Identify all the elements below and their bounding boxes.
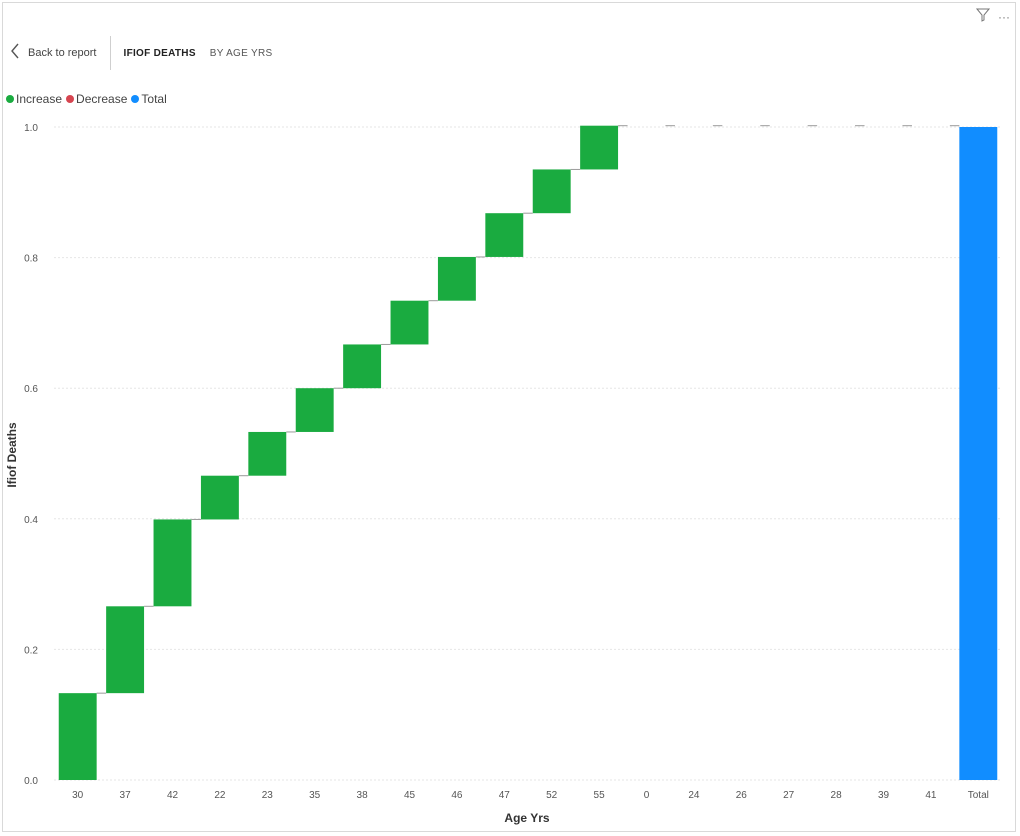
x-tick-label: 38 bbox=[357, 790, 369, 801]
bars bbox=[58, 125, 998, 780]
bar-22[interactable] bbox=[200, 475, 239, 520]
x-tick-label: 42 bbox=[167, 790, 179, 801]
y-tick-label: 1.0 bbox=[24, 123, 38, 134]
x-tick-label: 26 bbox=[736, 790, 748, 801]
x-tick-label: 46 bbox=[451, 790, 463, 801]
chevron-left-icon bbox=[10, 43, 20, 64]
x-tick-label: 23 bbox=[262, 790, 274, 801]
connectors bbox=[96, 125, 960, 694]
x-tick-label: 45 bbox=[404, 790, 416, 801]
x-tick-label: 0 bbox=[644, 790, 650, 801]
legend-marker-total bbox=[131, 95, 140, 103]
bar-46[interactable] bbox=[437, 256, 476, 301]
drill-title: IFIOF DEATHS bbox=[123, 47, 196, 59]
y-tick-label: 0.8 bbox=[24, 254, 38, 265]
legend-label-increase: Increase bbox=[16, 92, 63, 106]
chart-legend: Increase Decrease Total bbox=[6, 92, 171, 106]
bar-45[interactable] bbox=[390, 300, 429, 345]
bar-23[interactable] bbox=[248, 431, 287, 476]
x-tick-label: 27 bbox=[783, 790, 795, 801]
bar-total[interactable] bbox=[959, 127, 998, 780]
bar-55[interactable] bbox=[580, 125, 619, 170]
bar-47[interactable] bbox=[485, 213, 524, 257]
y-tick-label: 0.4 bbox=[24, 515, 38, 526]
x-tick-label: 47 bbox=[499, 790, 511, 801]
bar-52[interactable] bbox=[532, 169, 571, 214]
back-to-report-button[interactable]: Back to report bbox=[10, 36, 112, 70]
legend-label-decrease: Decrease bbox=[76, 92, 128, 106]
x-axis-ticks: 30 37 42 22 23 35 38 45 46 47 52 55 0 24 26 27 28 39 41 Tot… bbox=[72, 790, 989, 801]
x-tick-label: 41 bbox=[925, 790, 937, 801]
y-axis-ticks: 0.0 0.2 0.4 0.6 0.8 1.0 bbox=[24, 123, 38, 787]
x-tick-label: 30 bbox=[72, 790, 84, 801]
bar-42[interactable] bbox=[153, 519, 192, 607]
y-tick-label: 0.2 bbox=[24, 645, 38, 656]
x-tick-label: Total bbox=[968, 790, 989, 801]
back-label: Back to report bbox=[28, 47, 97, 59]
y-tick-label: 0.0 bbox=[24, 776, 38, 787]
x-tick-label: 52 bbox=[546, 790, 558, 801]
y-tick-label: 0.6 bbox=[24, 384, 38, 395]
x-axis-title: Age Yrs bbox=[504, 811, 549, 825]
x-tick-label: 55 bbox=[594, 790, 606, 801]
legend-marker-decrease bbox=[66, 95, 75, 103]
gridlines bbox=[54, 126, 1002, 781]
breadcrumb: Back to report IFIOF DEATHS BY AGE YRS bbox=[10, 36, 272, 70]
legend-marker-increase bbox=[6, 95, 14, 103]
legend-item-increase[interactable]: Increase bbox=[6, 92, 62, 106]
legend-item-decrease[interactable]: Decrease bbox=[66, 92, 127, 106]
legend-label-total: Total bbox=[141, 92, 167, 106]
legend-item-total[interactable]: Total bbox=[131, 92, 167, 106]
x-tick-label: 22 bbox=[214, 790, 226, 801]
x-tick-label: 37 bbox=[120, 790, 132, 801]
bar-37[interactable] bbox=[106, 606, 145, 694]
x-tick-label: 39 bbox=[878, 790, 890, 801]
more-options-icon[interactable]: ··· bbox=[998, 9, 1010, 24]
x-tick-label: 28 bbox=[831, 790, 843, 801]
x-tick-label: 24 bbox=[688, 790, 700, 801]
bar-38[interactable] bbox=[343, 344, 382, 389]
y-axis-title: Ifiof Deaths bbox=[5, 422, 19, 488]
bar-30[interactable] bbox=[58, 693, 97, 780]
drill-subtitle: BY AGE YRS bbox=[209, 47, 273, 59]
visual-header-icons: ··· bbox=[975, 8, 1010, 25]
bar-35[interactable] bbox=[295, 388, 334, 432]
filter-icon[interactable] bbox=[975, 8, 991, 25]
x-tick-label: 35 bbox=[309, 790, 321, 801]
